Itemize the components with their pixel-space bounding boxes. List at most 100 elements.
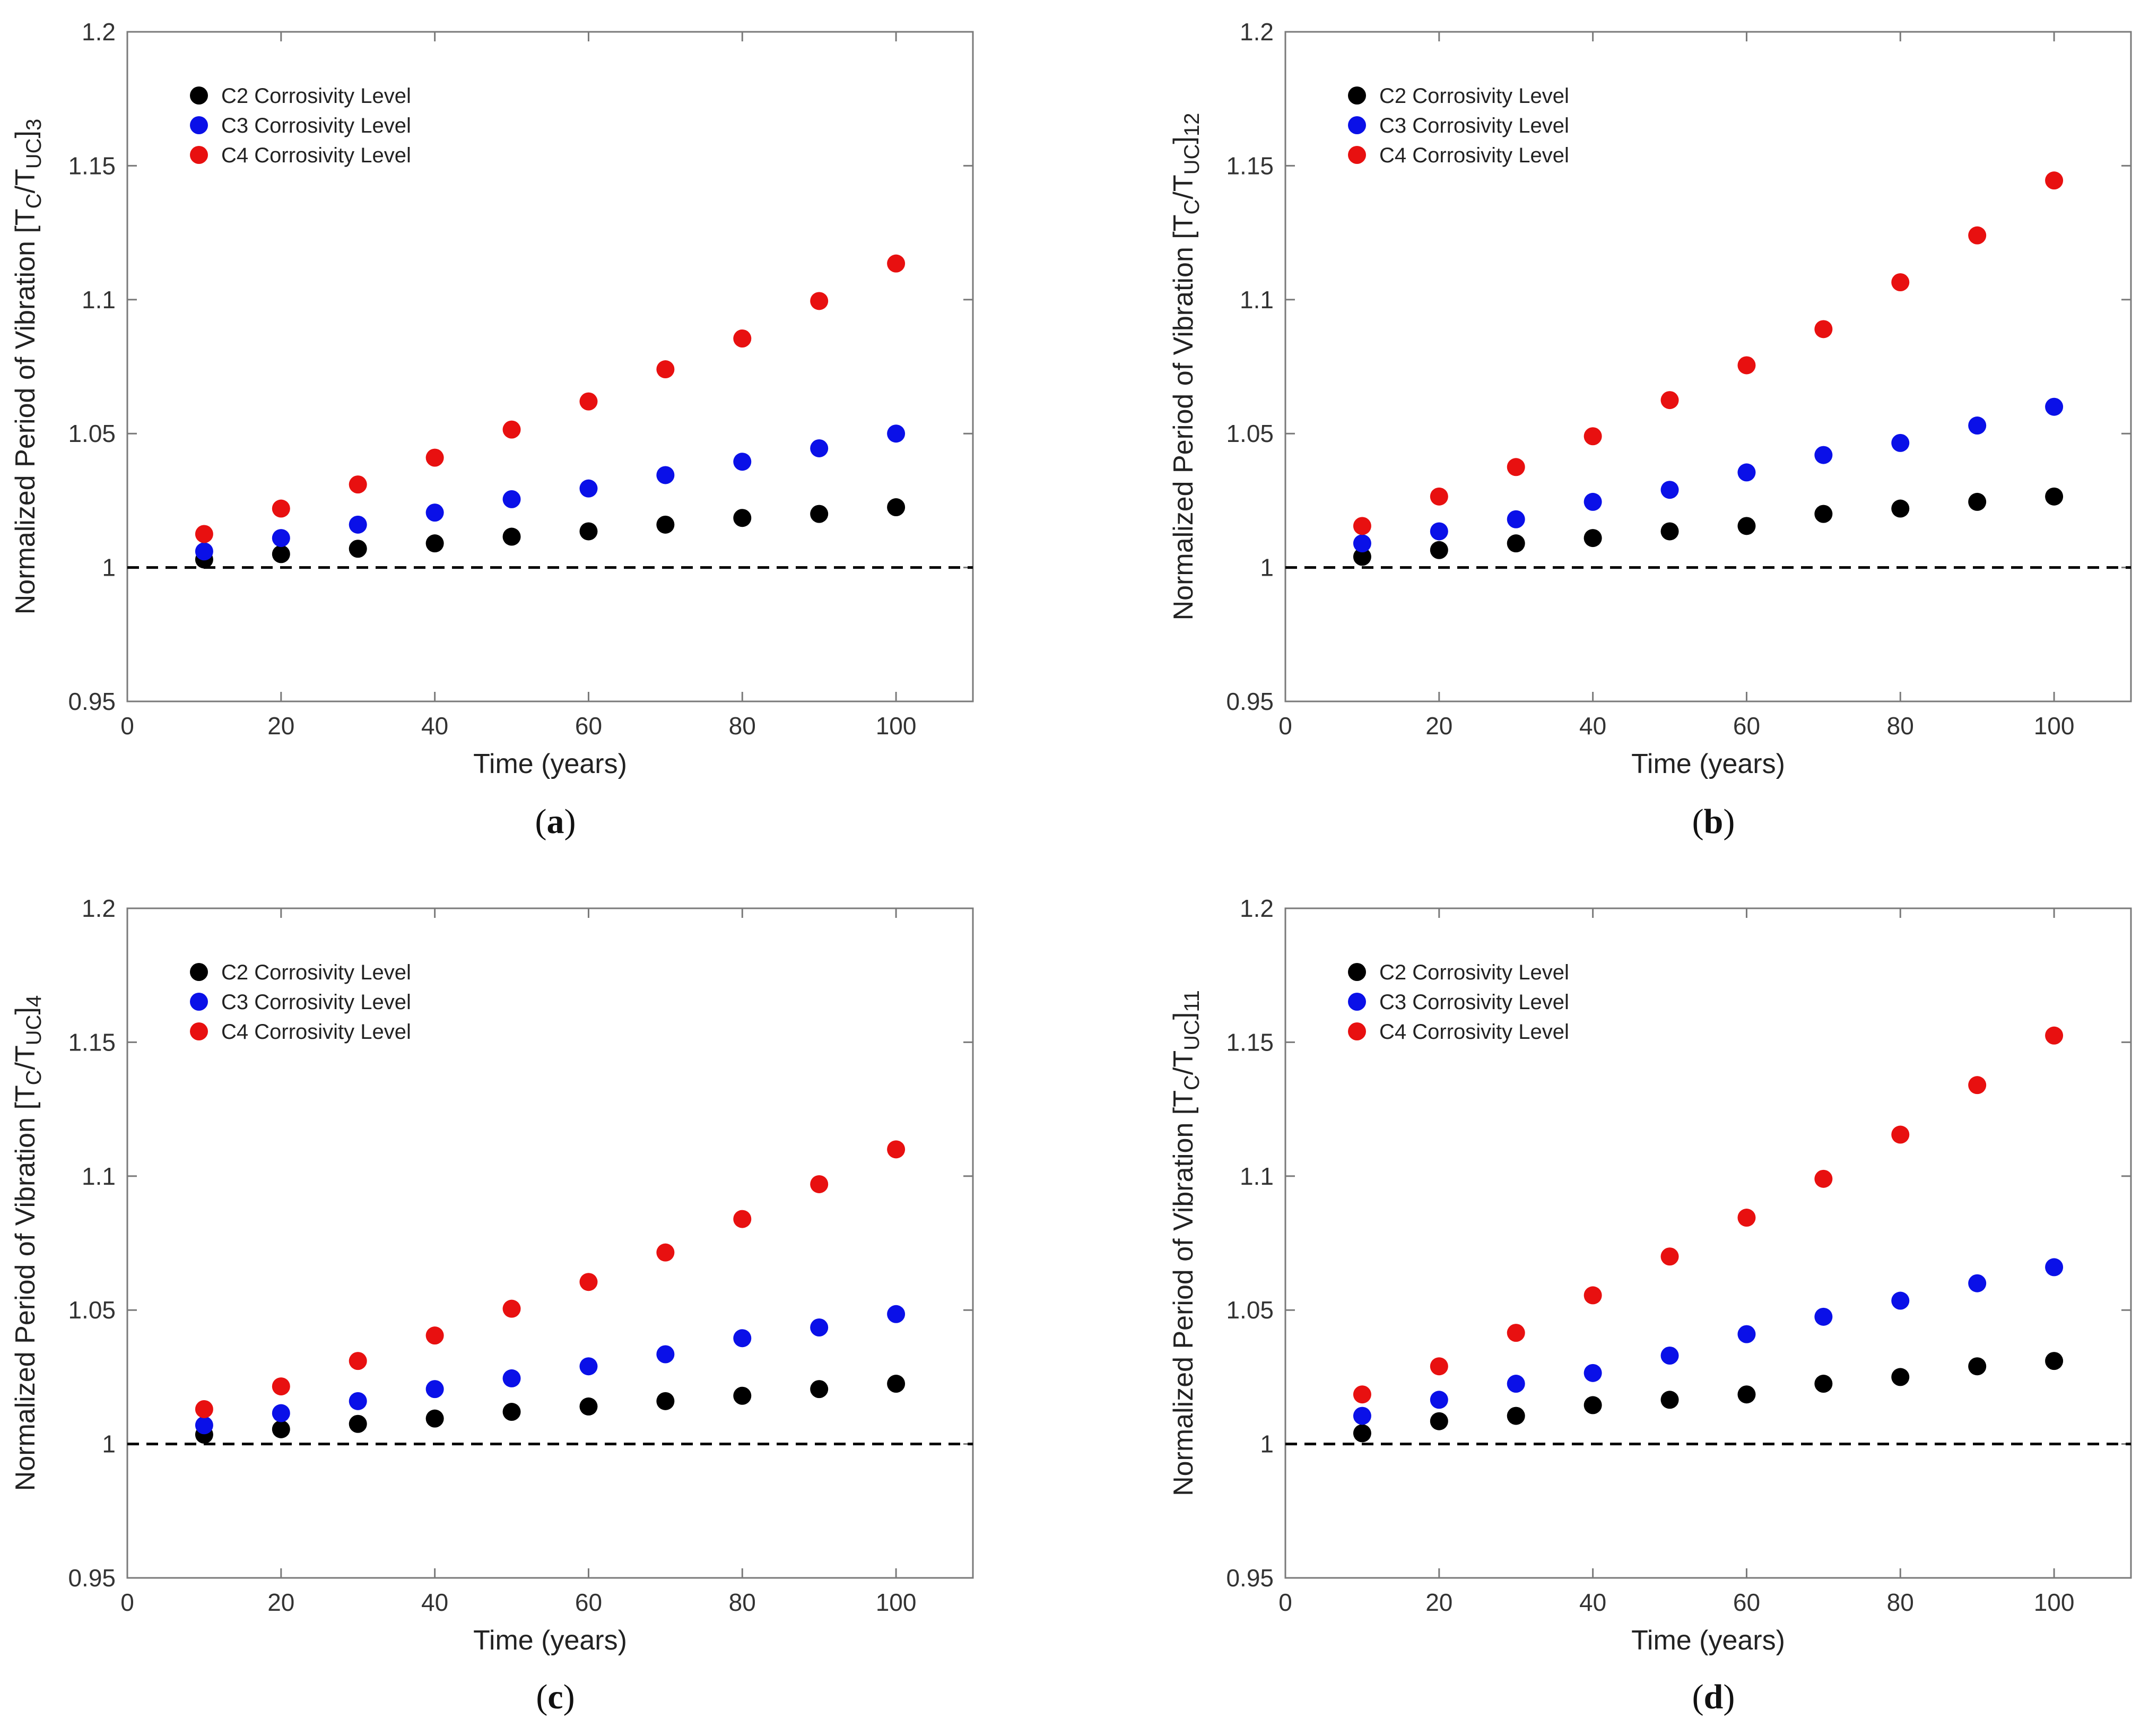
plot-area [1284, 31, 2132, 702]
y-axis-label-part: UC [22, 138, 46, 169]
x-tick-label: 100 [876, 712, 917, 740]
legend-marker [1348, 993, 1366, 1011]
legend: C2 Corrosivity Level C3 Corrosivity Level… [190, 961, 411, 1044]
y-tick-label: 1.1 [1240, 286, 1274, 314]
legend-label: C3 Corrosivity Level [1379, 114, 1569, 137]
data-point [887, 1140, 906, 1159]
data-point [1353, 517, 1371, 535]
panel-label-letter: b [1704, 802, 1724, 841]
data-point [733, 1329, 752, 1348]
legend-marker [190, 963, 208, 981]
panel-label-paren: ) [1723, 1678, 1735, 1716]
legend-label: C3 Corrosivity Level [221, 114, 411, 137]
series-c4 [195, 1140, 906, 1418]
data-point [1814, 505, 1833, 523]
data-point [1584, 1364, 1602, 1382]
data-point [887, 254, 906, 273]
x-tick-label: 40 [1579, 712, 1606, 740]
data-point [1660, 1347, 1679, 1365]
data-point [1737, 463, 1756, 482]
legend-label: C4 Corrosivity Level [221, 1020, 411, 1044]
y-axis-label-part: C [22, 1070, 46, 1085]
data-point [810, 1380, 829, 1399]
y-tick-label: 1.05 [68, 420, 116, 447]
data-point [349, 540, 367, 558]
x-axis-label: Time (years) [1631, 749, 1785, 779]
data-point [1814, 1375, 1833, 1393]
panel-label: (d) [1692, 1678, 1735, 1716]
x-tick-label: 80 [729, 712, 756, 740]
data-point [502, 527, 521, 546]
data-point [1430, 1357, 1448, 1376]
data-point [887, 1305, 906, 1323]
x-tick-label: 40 [421, 712, 448, 740]
data-point [2045, 397, 2064, 416]
y-tick-label: 0.95 [1226, 1564, 1274, 1592]
data-point [425, 1409, 444, 1428]
legend-marker [1348, 116, 1366, 134]
data-point [1737, 356, 1756, 375]
panel-label-paren: ( [1692, 1678, 1704, 1716]
x-tick-label: 100 [2034, 1589, 2075, 1616]
data-point [1430, 541, 1448, 559]
y-axis-label-part: ] [10, 1007, 41, 1014]
y-axis-label-part: Normalized Period of Vibration [T [10, 209, 41, 614]
x-tick-label: 60 [575, 712, 602, 740]
legend-marker [190, 116, 208, 134]
y-tick-label: 1.1 [82, 286, 116, 314]
data-point [810, 505, 829, 523]
x-tick-label: 60 [1733, 1589, 1760, 1616]
plot-area [126, 907, 974, 1579]
data-point [1507, 510, 1525, 528]
x-tick-label: 20 [1425, 712, 1452, 740]
panel-label: (c) [536, 1678, 575, 1716]
y-axis-label-part: Normalized Period of Vibration [T [1168, 1090, 1199, 1496]
y-axis-label-part: ] [1168, 1012, 1199, 1020]
data-point [733, 329, 752, 348]
chart-panel-a: 0 20 40 60 80 100 0.95 1 1.05 1.1 1.15 1.2 C2 Corros… [10, 18, 974, 841]
data-point [733, 509, 752, 527]
data-point [1660, 391, 1679, 410]
y-tick-label: 1.15 [1226, 1028, 1274, 1056]
data-point [425, 1326, 444, 1345]
data-point [195, 525, 213, 543]
data-point [1737, 517, 1756, 535]
legend-label: C4 Corrosivity Level [221, 144, 411, 167]
y-axis-label: Normalized Period of Vibration [TC/TUC]1… [1168, 113, 1204, 621]
y-tick-label: 0.95 [1226, 688, 1274, 715]
data-point [1814, 1169, 1833, 1188]
data-point [1660, 1247, 1679, 1266]
panel-label-paren: ( [1692, 802, 1704, 841]
data-point [1660, 481, 1679, 499]
y-axis-label-part: UC [1180, 1020, 1204, 1051]
series-c2 [1353, 1352, 2064, 1443]
data-point [425, 448, 444, 467]
x-tick-label: 80 [1887, 712, 1914, 740]
y-tick-label: 1 [102, 554, 116, 581]
x-axis-label: Time (years) [473, 749, 627, 779]
y-axis-label-part: /T [10, 1045, 41, 1070]
data-point [1353, 1424, 1371, 1443]
data-point [1507, 534, 1525, 553]
panel-label: (b) [1692, 802, 1735, 841]
data-point [2045, 1026, 2064, 1045]
series-c2 [1353, 487, 2064, 566]
x-tick-label: 0 [120, 1589, 134, 1616]
panel-label-paren: ) [1723, 802, 1735, 841]
data-point [887, 498, 906, 517]
chart-panel-c: 0 20 40 60 80 100 0.95 1 1.05 1.1 1.15 1.2 C2 Corros… [10, 895, 974, 1716]
y-tick-label: 1.05 [1226, 420, 1274, 447]
data-point [887, 1375, 906, 1393]
data-point [579, 479, 598, 498]
data-point [656, 1392, 675, 1410]
data-point [195, 542, 213, 561]
data-point [1968, 416, 1987, 435]
data-point [502, 1299, 521, 1318]
data-point [1507, 1324, 1525, 1342]
data-point [502, 1369, 521, 1387]
x-tick-label: 0 [1278, 712, 1292, 740]
data-point [349, 475, 367, 494]
panel-label-letter: d [1704, 1678, 1724, 1716]
data-point [656, 466, 675, 484]
